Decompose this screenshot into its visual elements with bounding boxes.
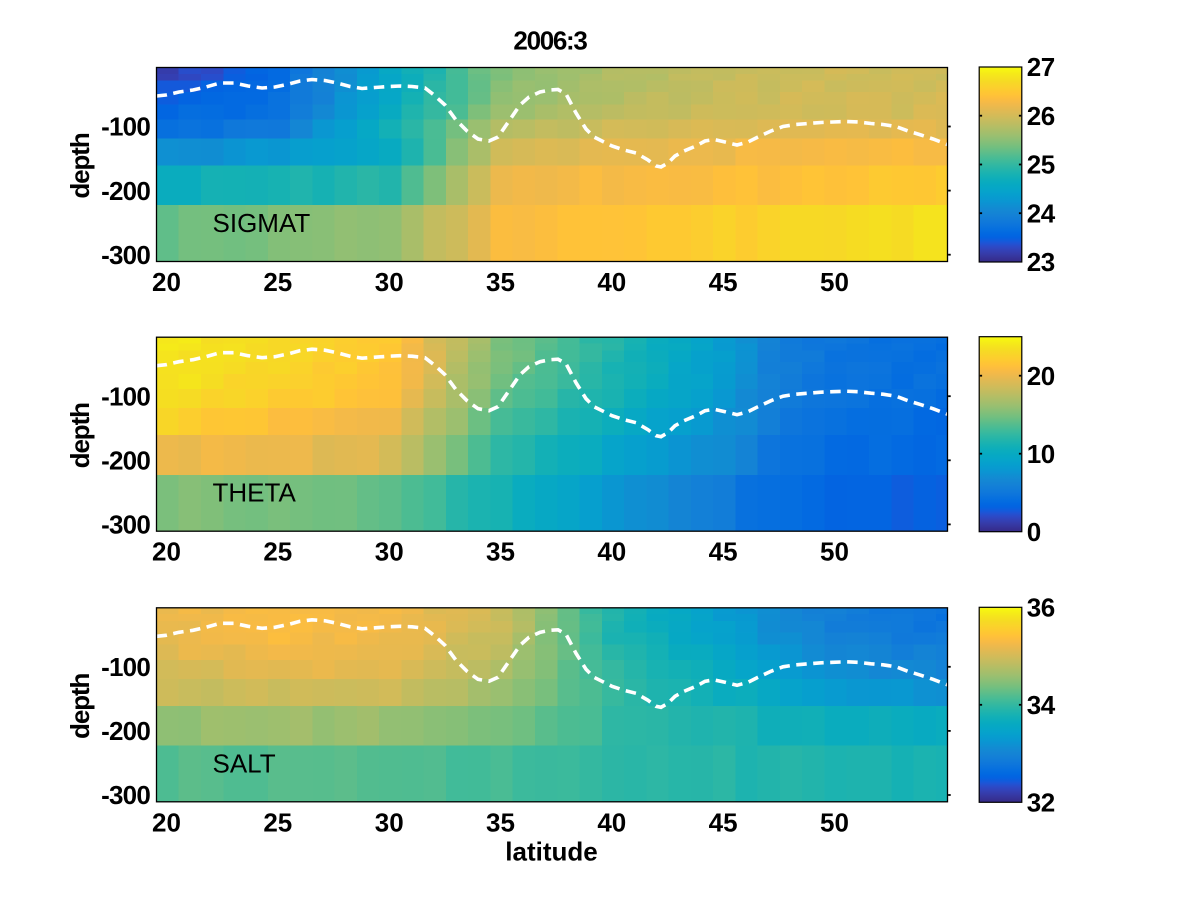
svg-text:depth: depth: [65, 403, 95, 468]
svg-text:35: 35: [486, 267, 515, 297]
svg-text:-100: -100: [101, 652, 150, 682]
svg-text:20: 20: [1027, 361, 1055, 391]
svg-text:50: 50: [820, 807, 849, 837]
svg-text:35: 35: [486, 807, 515, 837]
svg-text:-200: -200: [101, 716, 150, 746]
svg-text:32: 32: [1027, 788, 1055, 818]
svg-text:-200: -200: [101, 446, 150, 476]
svg-text:23: 23: [1027, 247, 1055, 277]
svg-text:45: 45: [709, 537, 738, 567]
svg-text:45: 45: [709, 807, 738, 837]
svg-text:40: 40: [597, 537, 626, 567]
svg-text:-200: -200: [101, 176, 150, 206]
svg-text:0: 0: [1027, 517, 1041, 547]
svg-text:40: 40: [597, 267, 626, 297]
svg-text:30: 30: [375, 807, 404, 837]
svg-text:10: 10: [1027, 439, 1055, 469]
svg-text:20: 20: [152, 807, 181, 837]
svg-text:-300: -300: [101, 780, 150, 810]
svg-text:34: 34: [1027, 690, 1056, 720]
svg-text:26: 26: [1027, 101, 1055, 131]
svg-text:20: 20: [152, 267, 181, 297]
svg-text:25: 25: [263, 267, 292, 297]
svg-text:-100: -100: [101, 112, 150, 142]
svg-text:SIGMAT: SIGMAT: [213, 208, 311, 238]
svg-text:SALT: SALT: [213, 748, 276, 778]
svg-text:27: 27: [1027, 52, 1055, 82]
svg-text:-300: -300: [101, 510, 150, 540]
svg-text:24: 24: [1027, 198, 1056, 228]
svg-text:50: 50: [820, 537, 849, 567]
svg-text:20: 20: [152, 537, 181, 567]
svg-text:36: 36: [1027, 593, 1055, 623]
svg-text:40: 40: [597, 807, 626, 837]
svg-text:2006:3: 2006:3: [513, 26, 587, 56]
svg-text:-300: -300: [101, 240, 150, 270]
svg-text:50: 50: [820, 267, 849, 297]
svg-text:25: 25: [263, 807, 292, 837]
svg-text:latitude: latitude: [505, 836, 597, 866]
svg-text:45: 45: [709, 267, 738, 297]
svg-text:30: 30: [375, 267, 404, 297]
svg-text:depth: depth: [65, 673, 95, 738]
svg-text:depth: depth: [65, 133, 95, 198]
svg-text:25: 25: [1027, 150, 1055, 180]
svg-text:THETA: THETA: [213, 478, 297, 508]
svg-text:30: 30: [375, 537, 404, 567]
svg-text:25: 25: [263, 537, 292, 567]
svg-text:-100: -100: [101, 381, 150, 411]
svg-text:35: 35: [486, 537, 515, 567]
